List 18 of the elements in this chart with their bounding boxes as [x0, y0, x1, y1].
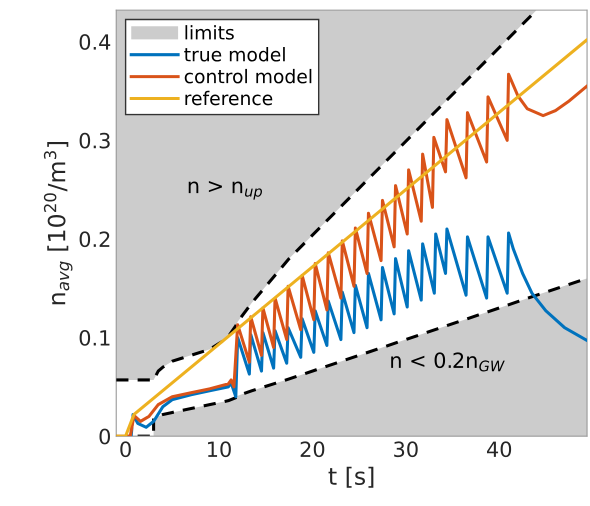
x-tick-label: 10: [208, 441, 231, 458]
x-axis-title: t [s]: [328, 466, 374, 488]
y-axis-title: n$_{avg}$ [10$^{20}$/m$^{3}$]: [44, 142, 72, 304]
legend-label: limits: [185, 25, 234, 40]
y-tick-label: 0.2: [80, 231, 110, 248]
legend-label: reference: [185, 90, 272, 106]
x-tick-label: 30: [394, 441, 418, 458]
y-tick-label: 0: [99, 428, 110, 444]
y-tick-label: 0.3: [80, 132, 110, 149]
annotation: n < 0.2n$_{GW}$: [391, 352, 505, 372]
x-tick-label: 40: [487, 441, 512, 458]
legend-label: true model: [184, 47, 285, 62]
annotation: n > n$_{up}$: [188, 181, 262, 200]
y-tick-label: 0.4: [80, 34, 110, 50]
y-tick-label: 0.1: [80, 330, 110, 346]
x-tick-label: 0: [120, 441, 131, 458]
x-tick-label: 20: [300, 441, 324, 458]
legend-label: control model: [184, 68, 312, 84]
